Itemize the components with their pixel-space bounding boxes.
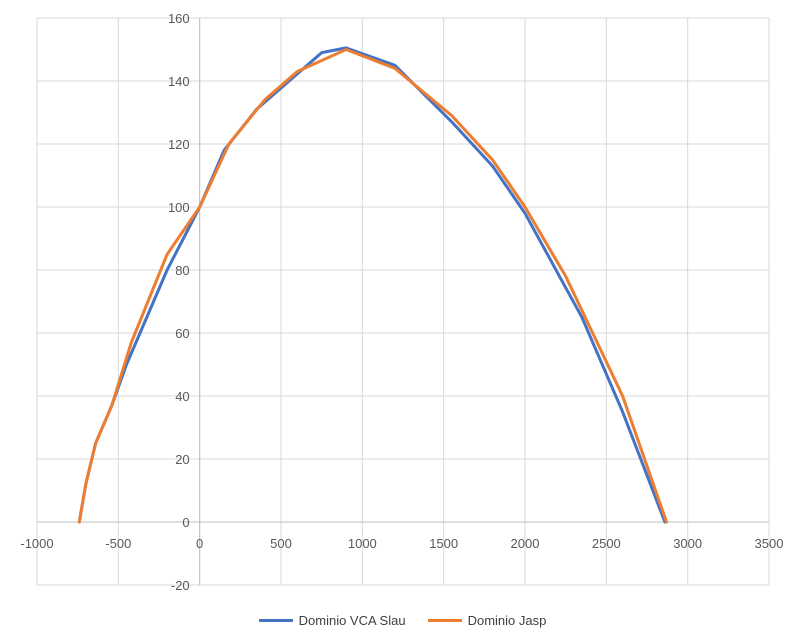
y-tick-label-9: 160 bbox=[168, 11, 190, 26]
legend-label-series-1: Dominio VCA Slau bbox=[298, 612, 406, 628]
legend-label-series-2: Dominio Jasp bbox=[467, 612, 547, 628]
y-tick-label-3: 40 bbox=[175, 389, 189, 404]
y-tick-label-2: 20 bbox=[175, 452, 189, 467]
legend: Dominio VCA Slau Dominio Jasp bbox=[0, 608, 805, 632]
tick-labels: -1000 -500 0 500 1000 1500 2000 2500 3000 3500-20… bbox=[20, 11, 783, 593]
x-tick-label-6: 2000 bbox=[511, 536, 540, 551]
x-tick-label-7: 2500 bbox=[592, 536, 621, 551]
x-tick-label-8: 3000 bbox=[673, 536, 702, 551]
x-tick-label-0: -1000 bbox=[20, 536, 53, 551]
x-tick-label-5: 1500 bbox=[429, 536, 458, 551]
series-line-1 bbox=[77, 46, 667, 524]
y-tick-label-1: 0 bbox=[182, 515, 189, 530]
x-tick-label-4: 1000 bbox=[348, 536, 377, 551]
x-tick-label-3: 500 bbox=[270, 536, 292, 551]
x-tick-label-2: 0 bbox=[196, 536, 203, 551]
y-tick-label-8: 140 bbox=[168, 74, 190, 89]
axes bbox=[37, 18, 769, 585]
y-tick-label-6: 100 bbox=[168, 200, 190, 215]
y-tick-label-4: 60 bbox=[175, 326, 189, 341]
y-tick-label-7: 120 bbox=[168, 137, 190, 152]
legend-item-series-2: Dominio Jasp bbox=[427, 612, 547, 628]
series-lines bbox=[77, 46, 668, 524]
legend-swatch-series-1 bbox=[258, 618, 293, 622]
y-tick-label-0: -20 bbox=[171, 578, 190, 593]
legend-swatch-series-2 bbox=[427, 618, 462, 622]
x-tick-label-9: 3500 bbox=[755, 536, 784, 551]
legend-item-series-1: Dominio VCA Slau bbox=[258, 612, 406, 628]
scatter-chart: -1000 -500 0 500 1000 1500 2000 2500 3000 3500-20… bbox=[20, 11, 783, 593]
x-tick-label-1: -500 bbox=[105, 536, 131, 551]
series-line-2 bbox=[77, 48, 668, 524]
y-tick-label-5: 80 bbox=[175, 263, 189, 278]
